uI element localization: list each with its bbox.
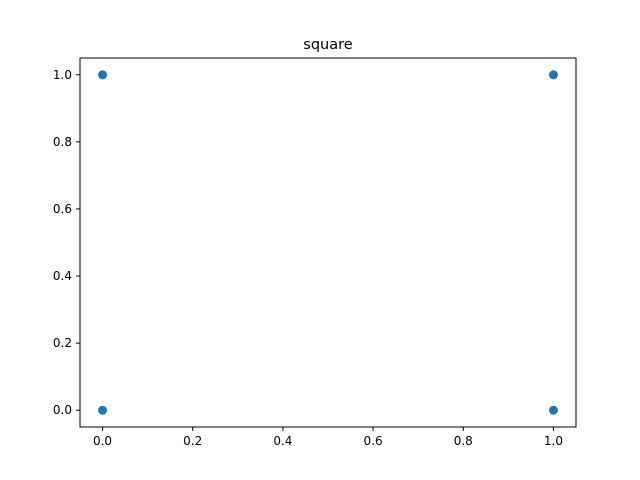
data-point: [98, 70, 108, 80]
data-point: [548, 405, 558, 415]
y-tick-label: 0.4: [53, 269, 72, 283]
y-tick-label: 1.0: [53, 68, 72, 82]
x-tick-label: 0.2: [183, 434, 202, 448]
x-tick-label: 0.0: [93, 434, 112, 448]
y-tick-label: 0.8: [53, 135, 72, 149]
data-points: [98, 70, 558, 415]
y-tick-label: 0.2: [53, 336, 72, 350]
x-tick-label: 1.0: [544, 434, 563, 448]
x-tick-label: 0.4: [273, 434, 292, 448]
x-tick-label: 0.6: [364, 434, 383, 448]
data-point: [98, 405, 108, 415]
x-tick-label: 0.8: [454, 434, 473, 448]
chart-title: square: [303, 37, 352, 53]
y-tick-label: 0.6: [53, 202, 72, 216]
axis-ticks: 0.0 0.2 0.4 0.6 0.8 1.0 0.0 0.2 0.4 0.6 0.8 1.0: [53, 68, 563, 448]
y-tick-label: 0.0: [53, 403, 72, 417]
data-point: [548, 70, 558, 80]
plot-frame: [79, 57, 577, 428]
